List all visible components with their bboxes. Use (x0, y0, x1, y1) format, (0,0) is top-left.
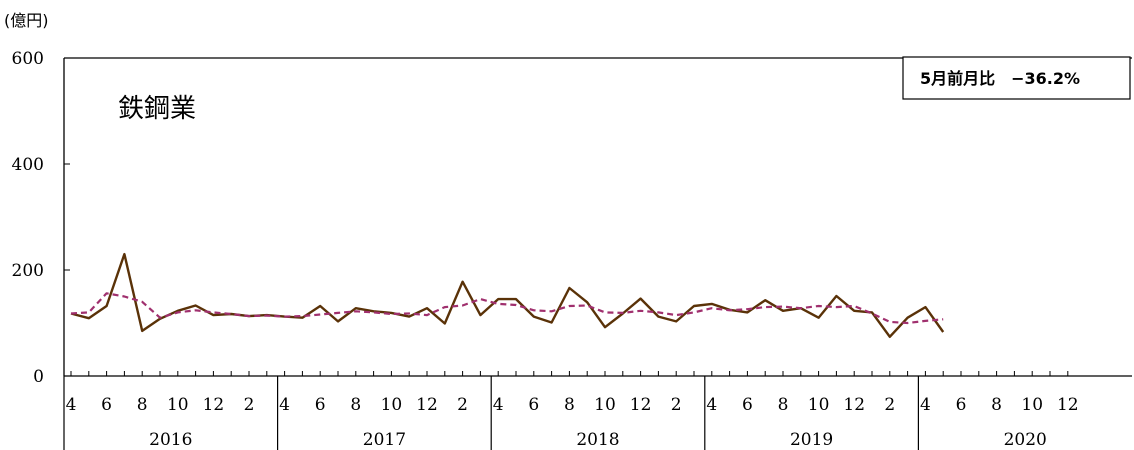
x-month-label: 6 (315, 395, 326, 415)
x-month-label: 10 (808, 395, 830, 415)
actual-series-line (70, 252, 945, 338)
y-tick-label: 600 (12, 49, 44, 69)
x-month-label: 4 (493, 395, 504, 415)
x-ticks: 4 6 8 10 12 2 4 6 8 10 12 2 4 6 8 10 12 2 4 6 8 10 12 2 4 6 8 10 12 2… (63, 371, 1079, 450)
x-month-label: 12 (1057, 395, 1079, 415)
chart-title: 鉄鋼業 (118, 94, 196, 124)
x-year-label: 2019 (790, 430, 833, 450)
x-month-label: 6 (956, 395, 967, 415)
trend-series-line (70, 292, 944, 325)
x-month-label: 10 (1021, 395, 1043, 415)
x-month-label: 2 (884, 395, 895, 415)
y-unit-label: (億円) (4, 11, 49, 30)
y-tick-label: 200 (12, 261, 44, 281)
x-month-label: 12 (843, 395, 865, 415)
x-month-label: 4 (920, 395, 931, 415)
x-month-label: 2 (671, 395, 682, 415)
x-month-label: 12 (416, 395, 438, 415)
x-year-label: 2017 (363, 430, 406, 450)
x-month-label: 4 (279, 395, 290, 415)
x-month-label: 8 (564, 395, 575, 415)
x-year-label: 2016 (149, 430, 192, 450)
annotation-text: 5月前月比 −36.2% (920, 69, 1080, 88)
annotation-box: 5月前月比 −36.2% (902, 56, 1131, 100)
x-month-label: 8 (350, 395, 361, 415)
series (70, 252, 945, 338)
x-month-label: 10 (594, 395, 616, 415)
x-year-label: 2018 (576, 430, 619, 450)
x-month-label: 2 (244, 395, 255, 415)
axes (63, 57, 1132, 377)
x-month-label: 12 (630, 395, 652, 415)
annotation-frame (902, 56, 1131, 100)
y-ticks: 0 200 400 600 (12, 49, 70, 387)
x-month-label: 6 (742, 395, 753, 415)
x-year-label: 2020 (1004, 430, 1047, 450)
x-month-label: 6 (101, 395, 112, 415)
x-month-label: 8 (991, 395, 1002, 415)
y-tick-label: 400 (12, 155, 44, 175)
x-month-label: 10 (167, 395, 189, 415)
x-month-label: 12 (203, 395, 225, 415)
x-month-label: 8 (137, 395, 148, 415)
x-month-label: 8 (778, 395, 789, 415)
x-month-label: 4 (66, 395, 77, 415)
x-month-label: 4 (706, 395, 717, 415)
y-tick-label: 0 (33, 367, 44, 387)
x-month-label: 10 (381, 395, 403, 415)
x-month-label: 6 (528, 395, 539, 415)
x-month-label: 2 (457, 395, 468, 415)
